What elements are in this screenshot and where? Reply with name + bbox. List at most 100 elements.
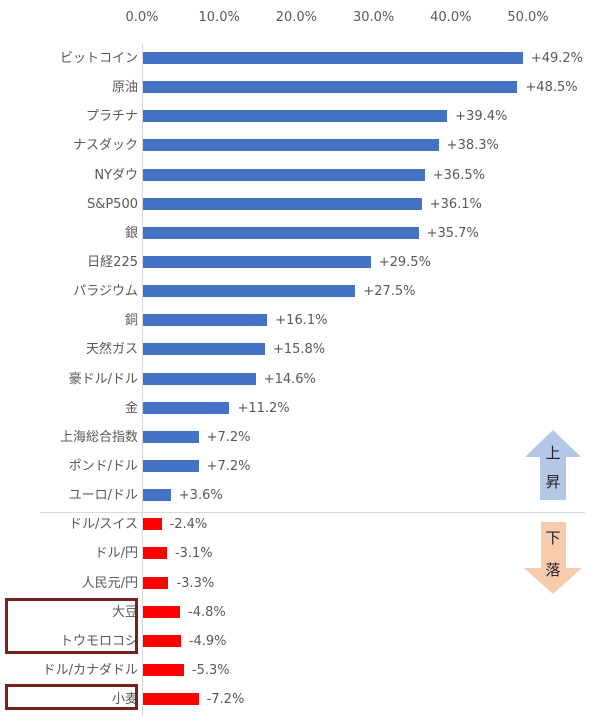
value-label: +7.2% bbox=[206, 458, 251, 474]
value-label: +48.5% bbox=[525, 80, 578, 96]
highlight-box-soy-corn bbox=[5, 598, 138, 654]
value-label: +7.2% bbox=[206, 429, 251, 445]
value-label: +16.1% bbox=[275, 313, 328, 329]
bar-row: ビットコイン +49.2% bbox=[0, 44, 600, 73]
down-label-1: 下 bbox=[545, 529, 561, 547]
negative-bar bbox=[143, 663, 184, 676]
value-label: +15.8% bbox=[272, 342, 326, 358]
value-label: -4.8% bbox=[188, 604, 226, 620]
positive-bar bbox=[143, 372, 256, 385]
value-label: -3.3% bbox=[176, 575, 215, 591]
positive-bar bbox=[143, 459, 199, 472]
category-label: ナスダック bbox=[72, 138, 138, 154]
down-label-2: 落 bbox=[545, 561, 561, 579]
category-label: 豪ドル/ドル bbox=[68, 371, 138, 387]
positive-bar bbox=[143, 110, 448, 123]
category-label: 天然ガス bbox=[85, 342, 138, 358]
bar-row: ドル/カナダドル -5.3% bbox=[0, 656, 600, 685]
bar-row: 金 +11.2% bbox=[0, 394, 600, 423]
category-label: ドル/カナダドル bbox=[42, 662, 138, 678]
category-label: 小麦 bbox=[111, 692, 138, 708]
positive-bar bbox=[143, 314, 268, 327]
value-label: +36.5% bbox=[432, 167, 485, 183]
value-label: +11.2% bbox=[237, 400, 290, 416]
category-label: ドル/円 bbox=[94, 546, 138, 562]
positive-bar bbox=[143, 52, 523, 64]
value-label: +39.4% bbox=[455, 109, 508, 125]
category-label: 金 bbox=[124, 400, 138, 416]
x-tick-label: 0.0% bbox=[125, 10, 159, 25]
bar-row: 上海総合指数 +7.2% bbox=[0, 423, 600, 452]
bar-row: 豪ドル/ドル +14.6% bbox=[0, 365, 600, 394]
category-label: ポンド/ドル bbox=[68, 458, 138, 474]
bar-row: S&P500 +36.1% bbox=[0, 190, 600, 219]
bar-row: パラジウム +27.5% bbox=[0, 277, 600, 306]
up-label-1: 上 bbox=[545, 444, 561, 462]
positive-bar bbox=[143, 81, 518, 94]
positive-bar bbox=[143, 255, 371, 268]
bar-row: ポンド/ドル +7.2% bbox=[0, 452, 600, 481]
bar-row: 天然ガス +15.8% bbox=[0, 335, 600, 364]
category-label: 原油 bbox=[111, 80, 138, 96]
x-tick-label: 20.0% bbox=[275, 10, 318, 25]
positive-bar bbox=[143, 139, 439, 152]
positive-bar bbox=[143, 343, 265, 356]
bar-row: 日経225 +29.5% bbox=[0, 248, 600, 277]
value-label: +14.6% bbox=[263, 371, 316, 387]
y-axis-line bbox=[142, 44, 143, 716]
category-label: ビットコイン bbox=[59, 51, 138, 66]
highlight-box-wheat bbox=[5, 684, 138, 710]
bar-row: ナスダック +38.3% bbox=[0, 131, 600, 160]
value-label: +38.3% bbox=[446, 138, 499, 154]
value-label: +29.5% bbox=[378, 254, 431, 270]
category-label: ドル/スイス bbox=[69, 517, 138, 533]
bar-row: 銅 +16.1% bbox=[0, 306, 600, 335]
negative-bar bbox=[143, 576, 169, 589]
value-label: +35.7% bbox=[426, 225, 479, 241]
value-label: +49.2% bbox=[530, 51, 584, 66]
category-label: 大豆 bbox=[111, 604, 138, 620]
category-label: NYダウ bbox=[94, 167, 138, 183]
negative-bar bbox=[143, 634, 181, 647]
bar-row: NYダウ +36.5% bbox=[0, 161, 600, 190]
up-arrow-icon bbox=[525, 430, 581, 500]
bar-row: 小麦 -7.2% bbox=[0, 685, 600, 714]
positive-bar bbox=[143, 168, 425, 181]
negative-bar bbox=[143, 547, 167, 560]
category-label: 銅 bbox=[124, 313, 138, 329]
value-label: +27.5% bbox=[363, 284, 416, 300]
value-label: +36.1% bbox=[429, 196, 482, 212]
positive-bar bbox=[143, 226, 419, 239]
value-label: +3.6% bbox=[178, 488, 223, 504]
category-label: トウモロコシ bbox=[59, 633, 138, 649]
category-label: 上海総合指数 bbox=[59, 429, 138, 445]
negative-bar bbox=[143, 605, 181, 618]
positive-bar bbox=[143, 285, 356, 298]
negative-bar bbox=[143, 693, 199, 706]
x-tick-label: 30.0% bbox=[352, 10, 395, 25]
value-label: -3.1% bbox=[174, 546, 213, 562]
category-label: S&P500 bbox=[86, 196, 138, 212]
bar-row: 大豆 -4.8% bbox=[0, 598, 600, 627]
category-label: パラジウム bbox=[73, 284, 138, 300]
negative-bar bbox=[143, 518, 162, 531]
category-label: 銀 bbox=[124, 225, 138, 241]
x-tick-label: 40.0% bbox=[430, 10, 472, 25]
category-label: ユーロ/ドル bbox=[68, 488, 138, 504]
bar-row: ドル/円 -3.1% bbox=[0, 539, 600, 568]
value-label: -5.3% bbox=[191, 662, 230, 678]
bar-row: 人民元/円 -3.3% bbox=[0, 569, 600, 598]
positive-bar bbox=[143, 430, 199, 443]
x-tick-label: 50.0% bbox=[507, 10, 549, 25]
positive-bar bbox=[143, 197, 422, 210]
bar-row: 銀 +35.7% bbox=[0, 219, 600, 248]
up-label-2: 昇 bbox=[545, 473, 561, 491]
x-tick-label: 10.0% bbox=[198, 10, 240, 25]
gain-loss-separator bbox=[40, 512, 585, 513]
category-label: 日経225 bbox=[87, 254, 138, 270]
positive-bar bbox=[143, 401, 230, 414]
bar-row: トウモロコシ -4.9% bbox=[0, 627, 600, 656]
value-label: -4.9% bbox=[188, 633, 227, 649]
value-label: -2.4% bbox=[169, 517, 208, 533]
down-arrow-icon bbox=[524, 522, 582, 594]
